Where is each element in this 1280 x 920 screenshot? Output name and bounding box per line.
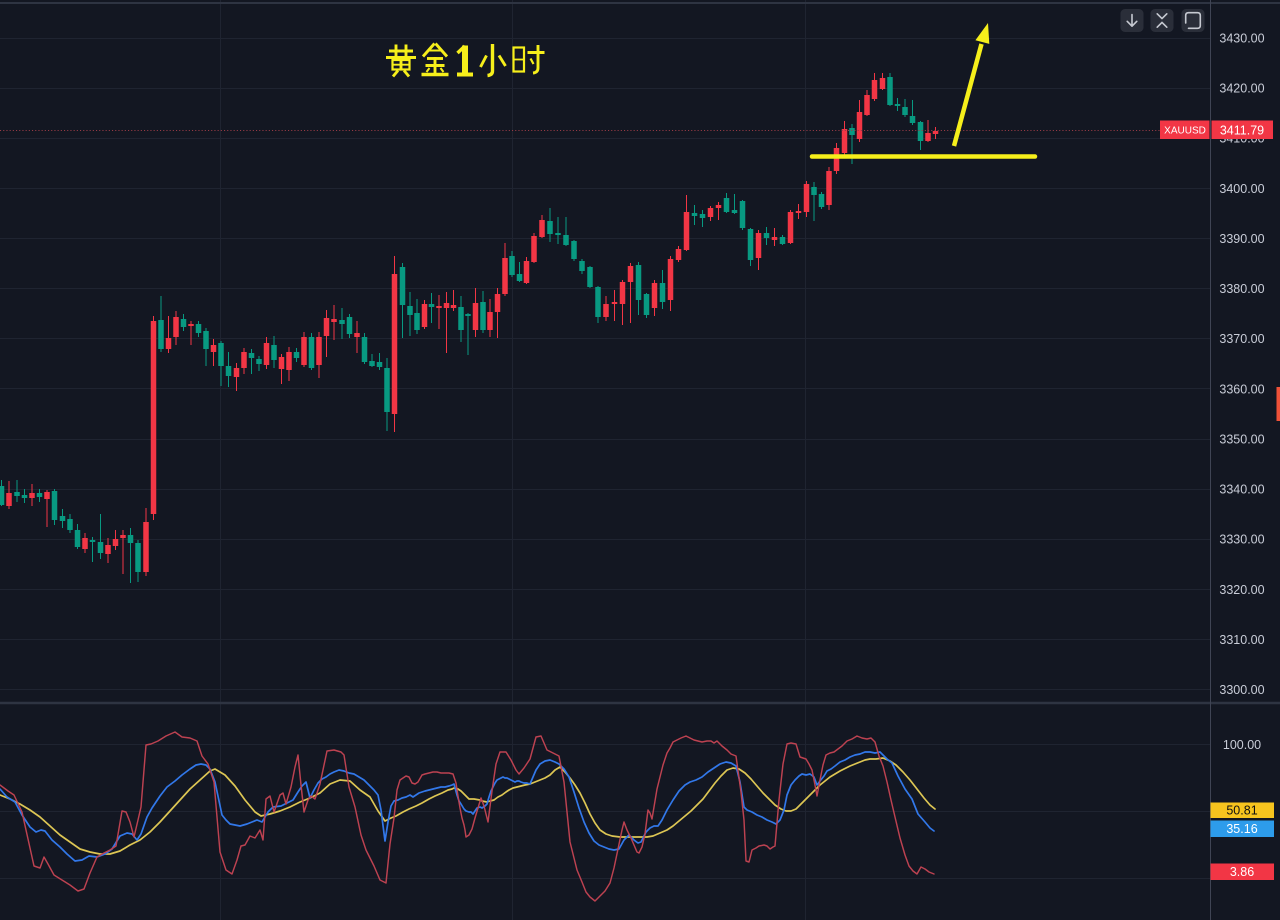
- svg-text:3.86: 3.86: [1230, 865, 1254, 879]
- svg-text:XAUUSD: XAUUSD: [1164, 126, 1206, 137]
- svg-text:3390.00: 3390.00: [1219, 232, 1264, 246]
- svg-text:100.00: 100.00: [1223, 738, 1261, 752]
- svg-text:3411.79: 3411.79: [1220, 123, 1264, 137]
- svg-text:3310.00: 3310.00: [1219, 633, 1264, 647]
- svg-text:3300.00: 3300.00: [1219, 683, 1264, 697]
- svg-text:3330.00: 3330.00: [1219, 533, 1264, 547]
- svg-text:3370.00: 3370.00: [1219, 332, 1264, 346]
- svg-text:50.81: 50.81: [1226, 804, 1257, 818]
- svg-text:3340.00: 3340.00: [1219, 483, 1264, 497]
- svg-text:3350.00: 3350.00: [1219, 433, 1264, 447]
- svg-text:3400.00: 3400.00: [1219, 182, 1264, 196]
- svg-text:3430.00: 3430.00: [1219, 32, 1264, 46]
- svg-text:3360.00: 3360.00: [1219, 382, 1264, 396]
- svg-text:3420.00: 3420.00: [1219, 82, 1264, 96]
- svg-text:35.16: 35.16: [1226, 822, 1257, 836]
- svg-text:3320.00: 3320.00: [1219, 583, 1264, 597]
- svg-text:3380.00: 3380.00: [1219, 282, 1264, 296]
